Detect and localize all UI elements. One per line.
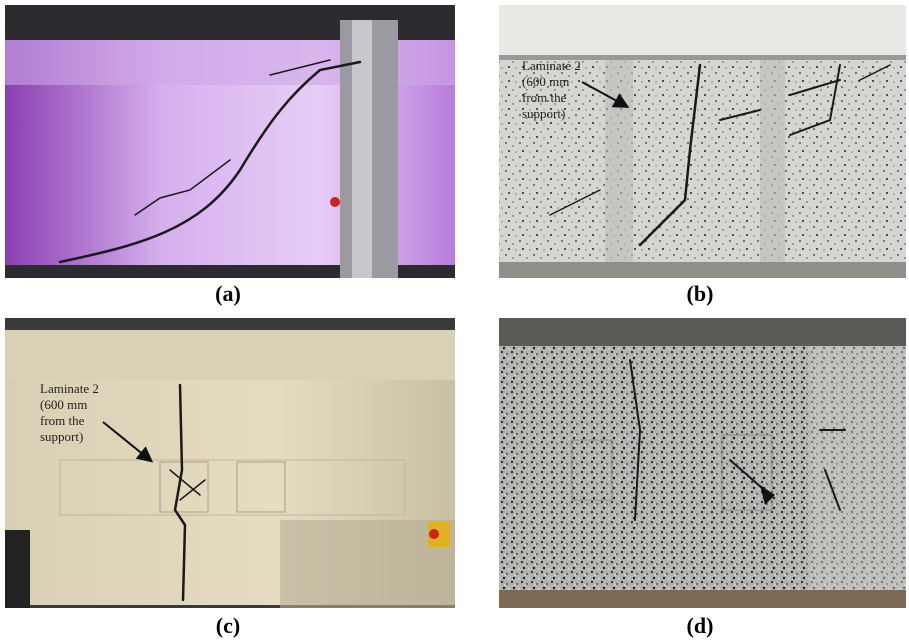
photo-a [5,5,455,278]
annotation-line: support) [522,106,565,121]
panel-label: (c) [216,613,240,638]
annotation-line: (600 mm [40,397,87,412]
photo-b [499,5,906,278]
annotation-line: Laminate 2 [522,58,581,73]
annotation-line: from the [522,90,567,105]
annotation-line: support) [40,429,83,444]
annotation-line: from the [40,413,85,428]
photo-c [5,318,455,608]
figure: (a) Laminate 2 (600 mm from the support)… [0,0,909,640]
panel-label: (a) [215,281,241,306]
annotation-line: (600 mm [522,74,569,89]
annotation-line: Laminate 2 [40,381,99,396]
photo-d [499,318,906,608]
panel-label: (b) [687,281,714,306]
panel-label: (d) [687,613,714,638]
